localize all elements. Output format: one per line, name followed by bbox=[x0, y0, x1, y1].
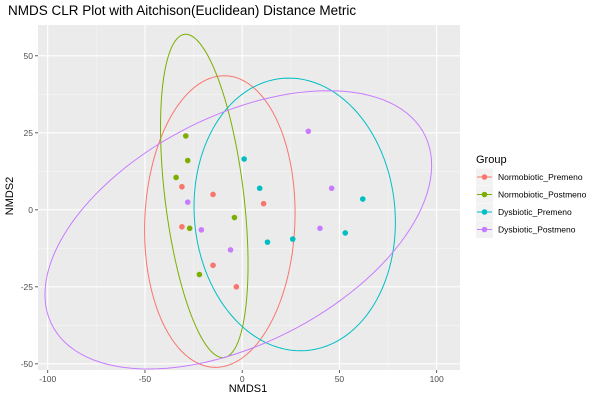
legend-title: Group bbox=[476, 154, 507, 166]
x-tick-label: -100 bbox=[39, 374, 56, 384]
legend-label: Normobiotic_Premeno bbox=[498, 172, 583, 182]
points bbox=[173, 128, 366, 290]
y-tick-label: 50 bbox=[24, 51, 34, 61]
legend-point bbox=[481, 191, 488, 198]
y-tick-label: -50 bbox=[21, 359, 34, 369]
y-tick-label: -25 bbox=[21, 282, 34, 292]
point-dysbiotic-premeno bbox=[256, 185, 263, 192]
legend-item-normobiotic-premeno: Normobiotic_Premeno bbox=[476, 168, 583, 186]
ellipse-normobiotic-premeno bbox=[144, 75, 296, 368]
panel-background bbox=[38, 25, 460, 370]
point-normobiotic-premeno bbox=[210, 262, 216, 269]
legend-item-dysbiotic-premeno: Dysbiotic_Premeno bbox=[476, 203, 572, 221]
y-tick-label: 25 bbox=[24, 128, 34, 138]
legend-point bbox=[481, 209, 488, 215]
point-normobiotic-premeno bbox=[179, 183, 185, 190]
point-normobiotic-postmeno bbox=[231, 214, 238, 221]
x-axis-title: NMDS1 bbox=[229, 383, 268, 395]
legend-item-normobiotic-postmeno: Normobiotic_Postmeno bbox=[476, 186, 587, 203]
point-dysbiotic-postmeno bbox=[198, 227, 205, 233]
point-normobiotic-postmeno bbox=[184, 157, 191, 164]
ellipse-dysbiotic-postmeno bbox=[44, 90, 433, 370]
point-dysbiotic-premeno bbox=[342, 230, 349, 236]
legend-point bbox=[481, 174, 488, 180]
y-axis-title: NMDS2 bbox=[4, 177, 16, 216]
x-tick-label: -50 bbox=[139, 374, 152, 384]
point-normobiotic-postmeno bbox=[196, 271, 203, 278]
point-normobiotic-premeno bbox=[210, 191, 216, 198]
y-tick-label: 0 bbox=[28, 205, 33, 215]
ellipse-dysbiotic-premeno bbox=[193, 77, 396, 352]
point-dysbiotic-premeno bbox=[289, 236, 296, 242]
legend-point bbox=[481, 226, 488, 233]
x-tick-label: 100 bbox=[430, 374, 444, 384]
axes: -100 -50 0 50 100 -50 -25 0 25 50 bbox=[21, 51, 444, 384]
legend: Group Normobiotic_Premeno Normobiotic_Pos… bbox=[476, 154, 587, 238]
point-dysbiotic-postmeno bbox=[305, 128, 312, 135]
plot-area bbox=[38, 25, 460, 370]
point-normobiotic-premeno bbox=[260, 200, 267, 207]
point-normobiotic-postmeno bbox=[173, 174, 179, 181]
point-dysbiotic-premeno bbox=[359, 196, 366, 202]
ellipses bbox=[44, 33, 433, 370]
point-normobiotic-postmeno bbox=[182, 133, 189, 139]
point-dysbiotic-postmeno bbox=[227, 247, 234, 253]
point-dysbiotic-postmeno bbox=[184, 199, 191, 205]
legend-item-dysbiotic-postmeno: Dysbiotic_Postmeno bbox=[476, 221, 576, 238]
ellipse-normobiotic-postmeno bbox=[160, 33, 249, 359]
legend-label: Dysbiotic_Premeno bbox=[498, 207, 572, 217]
point-normobiotic-premeno bbox=[179, 223, 185, 230]
legend-label: Dysbiotic_Postmeno bbox=[498, 225, 576, 235]
legend-label: Normobiotic_Postmeno bbox=[498, 190, 587, 200]
x-tick-label: 50 bbox=[335, 374, 345, 384]
x-tick-label: 0 bbox=[240, 374, 245, 384]
point-dysbiotic-premeno bbox=[241, 156, 247, 162]
point-dysbiotic-premeno bbox=[264, 239, 271, 245]
point-normobiotic-postmeno bbox=[186, 225, 193, 232]
point-dysbiotic-postmeno bbox=[328, 185, 335, 192]
point-normobiotic-premeno bbox=[233, 284, 240, 290]
chart-title: NMDS CLR Plot with Aitchison(Euclidean) … bbox=[8, 3, 356, 18]
point-dysbiotic-postmeno bbox=[317, 225, 323, 232]
